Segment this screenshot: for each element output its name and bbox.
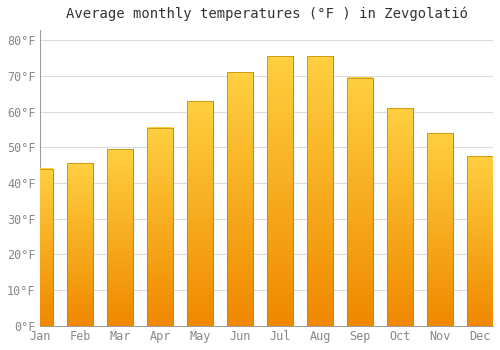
Bar bbox=[187, 101, 213, 326]
Bar bbox=[347, 78, 373, 326]
Bar bbox=[347, 78, 373, 326]
Bar bbox=[307, 56, 333, 326]
Bar bbox=[28, 169, 54, 326]
Bar bbox=[227, 72, 253, 326]
Bar bbox=[427, 133, 453, 326]
Bar bbox=[267, 56, 293, 326]
Bar bbox=[187, 101, 213, 326]
Bar bbox=[467, 156, 493, 326]
Bar bbox=[108, 149, 134, 326]
Bar bbox=[467, 156, 493, 326]
Title: Average monthly temperatures (°F ) in Zevgolatió: Average monthly temperatures (°F ) in Ze… bbox=[66, 7, 468, 21]
Bar bbox=[267, 56, 293, 326]
Bar bbox=[28, 169, 54, 326]
Bar bbox=[387, 108, 413, 326]
Bar bbox=[307, 56, 333, 326]
Bar bbox=[227, 72, 253, 326]
Bar bbox=[387, 108, 413, 326]
Bar bbox=[108, 149, 134, 326]
Bar bbox=[68, 163, 94, 326]
Bar bbox=[147, 128, 173, 326]
Bar bbox=[68, 163, 94, 326]
Bar bbox=[147, 128, 173, 326]
Bar bbox=[427, 133, 453, 326]
